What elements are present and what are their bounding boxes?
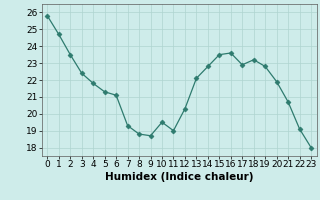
X-axis label: Humidex (Indice chaleur): Humidex (Indice chaleur) xyxy=(105,172,253,182)
